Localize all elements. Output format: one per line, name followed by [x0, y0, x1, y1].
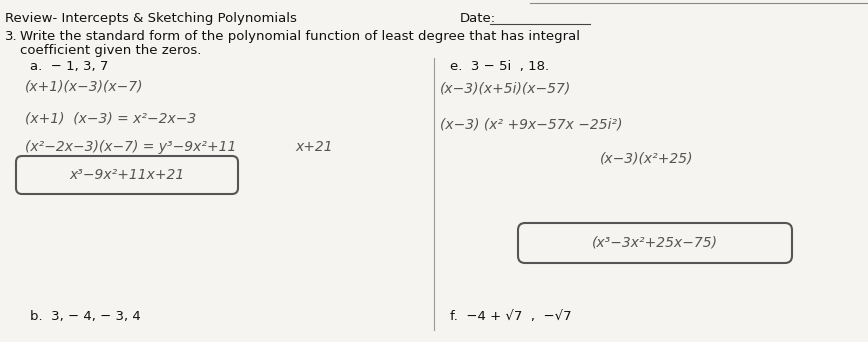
Text: (x+1)  (x−3) = x²−2x−3: (x+1) (x−3) = x²−2x−3 — [25, 112, 196, 126]
Text: Date:: Date: — [460, 12, 496, 25]
Text: x+21: x+21 — [295, 140, 332, 154]
Text: x³−9x²+11x+21: x³−9x²+11x+21 — [69, 168, 185, 182]
Text: a.  − 1, 3, 7: a. − 1, 3, 7 — [30, 60, 108, 73]
Text: Write the standard form of the polynomial function of least degree that has inte: Write the standard form of the polynomia… — [20, 30, 580, 43]
Text: e.  3 − 5i  , 18.: e. 3 − 5i , 18. — [450, 60, 549, 73]
Text: 3.: 3. — [5, 30, 17, 43]
Text: coefficient given the zeros.: coefficient given the zeros. — [20, 44, 201, 57]
Text: (x−3)(x²+25): (x−3)(x²+25) — [600, 152, 694, 166]
Text: (x³−3x²+25x−75): (x³−3x²+25x−75) — [592, 236, 718, 250]
Text: (x−3)(x+5i)(x−57): (x−3)(x+5i)(x−57) — [440, 82, 571, 96]
Text: (x−3) (x² +9x−57x −25i²): (x−3) (x² +9x−57x −25i²) — [440, 118, 622, 132]
Text: (x²−2x−3)(x−7) = y³−9x²+11: (x²−2x−3)(x−7) = y³−9x²+11 — [25, 140, 236, 154]
Text: (x+1)(x−3)(x−7): (x+1)(x−3)(x−7) — [25, 80, 143, 94]
Text: b.  3, − 4, − 3, 4: b. 3, − 4, − 3, 4 — [30, 310, 141, 323]
Text: f.  −4 + √7  ,  −√7: f. −4 + √7 , −√7 — [450, 310, 572, 323]
Text: Review- Intercepts & Sketching Polynomials: Review- Intercepts & Sketching Polynomia… — [5, 12, 297, 25]
